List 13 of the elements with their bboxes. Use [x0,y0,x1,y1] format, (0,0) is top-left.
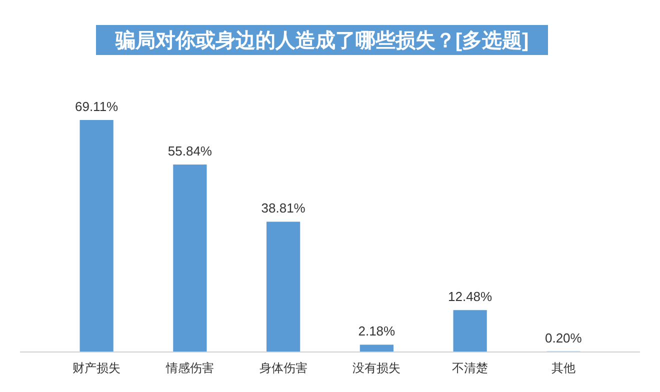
x-tick-label: 其他 [551,361,576,375]
x-tick-label: 不清楚 [452,361,488,375]
data-label: 0.20% [544,330,582,346]
data-label: 2.18% [358,324,396,339]
x-tick-label: 身体伤害 [259,361,308,375]
data-label: 38.81% [261,200,306,216]
x-tick-label: 情感伤害 [164,361,214,375]
data-label: 55.84% [168,144,212,159]
x-tick-label: 没有损失 [352,361,401,375]
chart-title: 骗局对你或身边的人造成了哪些损失？[多选题] [114,29,529,52]
data-label: 12.48% [448,289,493,304]
data-label: 69.11% [74,99,119,114]
x-tick-label: 财产损失 [72,361,121,375]
